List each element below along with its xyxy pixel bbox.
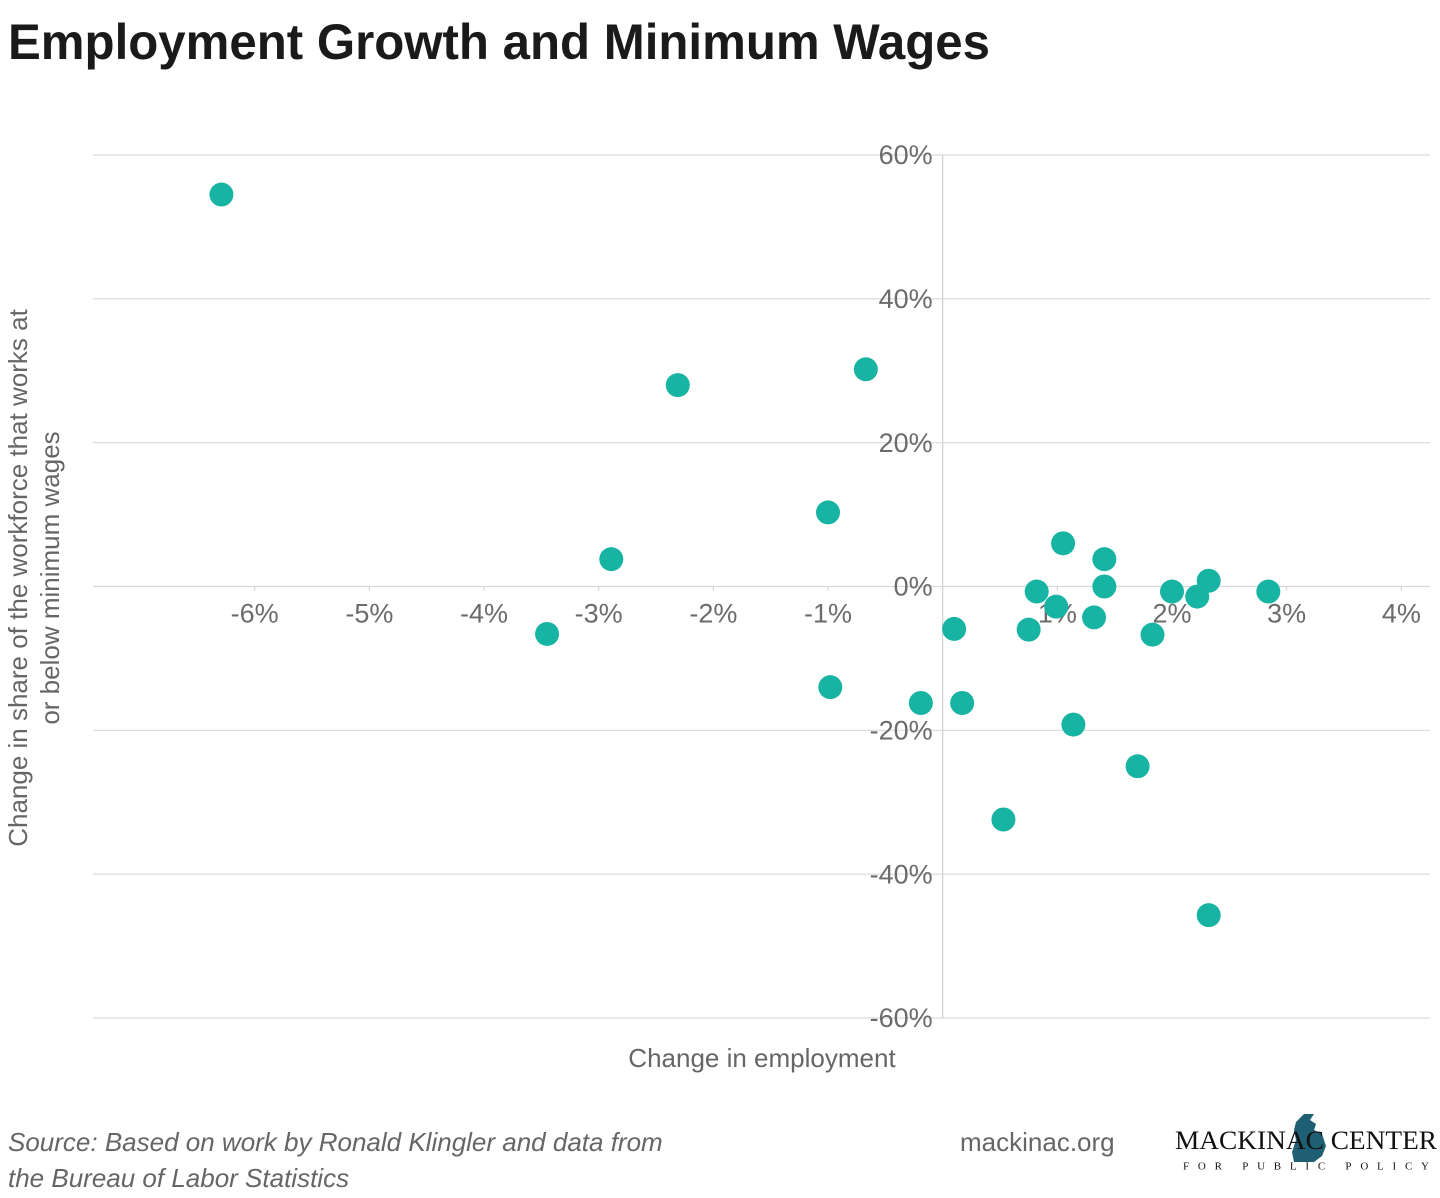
- point: [1016, 617, 1041, 642]
- x-tick-label: -3%: [575, 599, 623, 629]
- point: [535, 621, 560, 646]
- point: [1051, 531, 1076, 556]
- website: mackinac.org: [960, 1127, 1115, 1157]
- y-tick-label: 20%: [879, 428, 933, 458]
- point: [599, 547, 624, 572]
- logo-text: MACKINAC CENTER: [1175, 1126, 1438, 1155]
- point: [1196, 903, 1221, 928]
- y-axis-label: Change in share of the workforce that wo…: [3, 308, 65, 846]
- chart-title: Employment Growth and Minimum Wages: [8, 14, 990, 70]
- x-tick-label: -5%: [345, 599, 393, 629]
- point: [1024, 579, 1049, 604]
- point: [209, 182, 234, 207]
- y-axis-label-line: Change in share of the workforce that wo…: [3, 308, 33, 846]
- x-tick-label: -6%: [231, 599, 279, 629]
- y-tick-label: -40%: [870, 859, 933, 889]
- y-tick-label: 60%: [879, 140, 933, 170]
- point: [1082, 605, 1107, 630]
- point: [1125, 754, 1150, 779]
- x-tick-label: -1%: [804, 599, 852, 629]
- y-tick-label: -60%: [870, 1003, 933, 1033]
- y-tick-label: 40%: [879, 284, 933, 314]
- point: [1044, 594, 1069, 619]
- point: [665, 373, 690, 398]
- point: [1092, 574, 1117, 599]
- x-tick-label: 4%: [1382, 599, 1421, 629]
- point: [1061, 712, 1086, 737]
- point: [1092, 547, 1117, 572]
- source-note: Source: Based on work by Ronald Klingler…: [8, 1127, 663, 1157]
- point: [818, 675, 843, 700]
- y-tick-label: -20%: [870, 715, 933, 745]
- x-tick-label: 3%: [1267, 599, 1306, 629]
- x-tick-label: 2%: [1152, 599, 1191, 629]
- x-tick-label: -4%: [460, 599, 508, 629]
- point: [991, 807, 1016, 832]
- point: [816, 500, 841, 525]
- point: [1140, 622, 1165, 647]
- y-axis-label-line: or below minimum wages: [35, 431, 65, 724]
- point: [853, 357, 878, 382]
- y-tick-label: 0%: [894, 572, 933, 602]
- point: [1256, 579, 1281, 604]
- logo-icon: [1292, 1114, 1326, 1162]
- point: [942, 616, 967, 641]
- point: [1196, 568, 1221, 593]
- x-axis-label: Change in employment: [628, 1043, 896, 1073]
- point: [950, 691, 975, 716]
- logo-subtext: FOR PUBLIC POLICY: [1183, 1161, 1429, 1173]
- source-note: the Bureau of Labor Statistics: [8, 1163, 349, 1193]
- point: [1160, 579, 1185, 604]
- point: [908, 691, 933, 716]
- x-tick-label: -2%: [689, 599, 737, 629]
